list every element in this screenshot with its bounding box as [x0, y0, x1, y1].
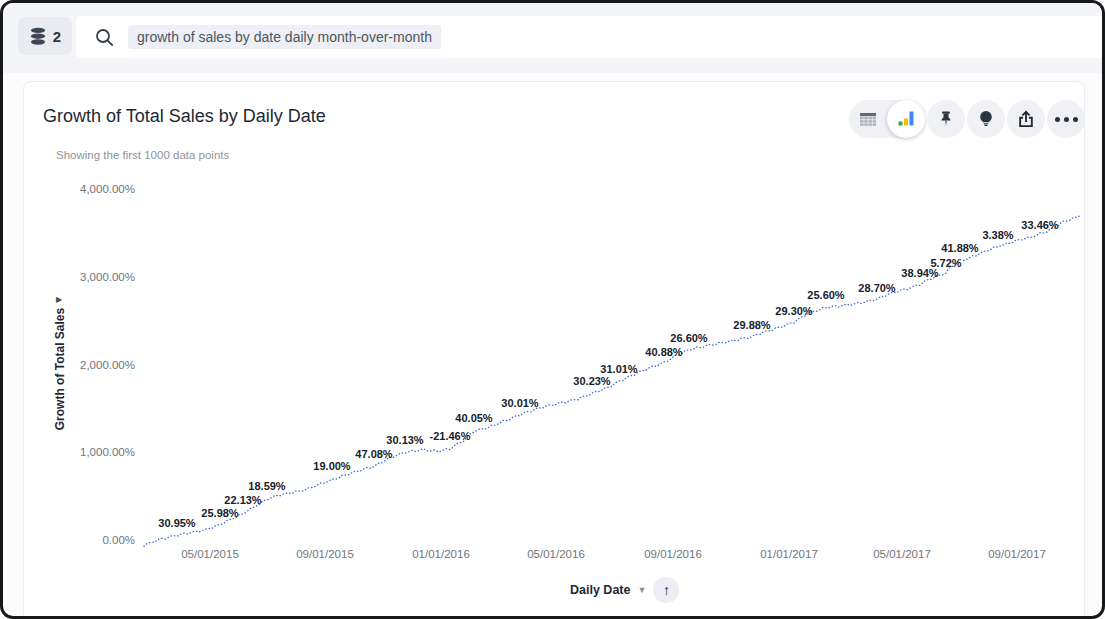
y-axis-title[interactable]: Growth of Total Sales [53, 308, 67, 430]
x-axis-dropdown-caret-icon[interactable]: ▼ [637, 585, 646, 595]
pin-button[interactable] [927, 100, 965, 138]
insights-button[interactable] [967, 100, 1005, 138]
ellipsis-icon [1055, 117, 1078, 122]
sort-ascending-button[interactable]: ↑ [653, 577, 679, 603]
share-upload-icon [1016, 109, 1036, 129]
table-view-button[interactable] [849, 100, 887, 138]
lightbulb-icon [976, 109, 996, 129]
page-title: Growth of Total Sales by Daily Date [43, 106, 326, 127]
pin-icon [936, 109, 956, 129]
search-icon [94, 27, 115, 48]
database-icon [29, 27, 47, 46]
share-button[interactable] [1007, 100, 1045, 138]
chart-card [23, 81, 1085, 616]
x-axis-title-row: Daily Date ▼ ↑ [570, 577, 679, 603]
x-axis-title[interactable]: Daily Date [570, 583, 630, 597]
data-points-notice: Showing the first 1000 data points [56, 149, 229, 161]
chart-view-button[interactable] [887, 100, 925, 138]
data-source-chip[interactable]: 2 [18, 17, 72, 55]
view-toggle-group [849, 100, 925, 138]
y-axis-caret-icon: ▶ [56, 295, 62, 304]
search-input[interactable]: growth of sales by date daily month-over… [76, 16, 1102, 58]
search-bar: 2 growth of sales by date daily month-ov… [3, 3, 1102, 73]
table-icon [858, 110, 878, 128]
search-query-text[interactable]: growth of sales by date daily month-over… [128, 25, 441, 49]
data-source-count: 2 [53, 28, 61, 45]
chart-icon [896, 109, 916, 129]
sort-up-arrow-icon: ↑ [663, 582, 670, 598]
answer-toolbar [849, 100, 1085, 138]
more-options-button[interactable] [1047, 100, 1085, 138]
app-window: 2 growth of sales by date daily month-ov… [0, 0, 1105, 619]
